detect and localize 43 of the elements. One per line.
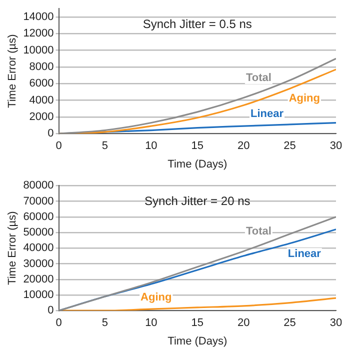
y-tick-label: 14000 (23, 10, 54, 23)
y-tick-label: 8000 (29, 60, 54, 73)
series-label: Linear (250, 108, 284, 120)
y-tick-label: 30000 (23, 258, 54, 270)
x-tick-label: 0 (56, 140, 62, 152)
y-axis-title: Time Error (µs) (6, 34, 19, 108)
y-tick-label: 0 (48, 128, 54, 140)
x-tick-label: 15 (191, 317, 204, 330)
x-axis-title: Time (Days) (168, 335, 228, 348)
y-tick-label: 12000 (23, 28, 54, 40)
series-label: Aging (140, 292, 172, 304)
y-tick-label: 6000 (29, 78, 54, 90)
x-tick-label: 0 (56, 317, 62, 330)
y-tick-label: 40000 (23, 242, 54, 254)
annotation: Synch Jitter = 20 ns (144, 194, 250, 208)
y-tick-label: 80000 (23, 180, 54, 192)
x-axis-title: Time (Days) (168, 158, 228, 170)
x-tick-label: 30 (330, 317, 342, 330)
y-tick-label: 10000 (23, 289, 54, 302)
y-tick-label: 4000 (29, 94, 54, 106)
x-tick-label: 5 (102, 317, 108, 330)
y-tick-label: 70000 (23, 195, 54, 208)
series-label: Linear (288, 248, 322, 260)
x-tick-label: 15 (191, 140, 204, 152)
y-tick-label: 0 (48, 304, 54, 317)
y-tick-label: 60000 (23, 210, 54, 223)
y-tick-label: 10000 (23, 44, 54, 56)
x-tick-label: 20 (237, 140, 250, 152)
annotation: Synch Jitter = 0.5 ns (142, 16, 252, 31)
series-label: Aging (288, 92, 320, 105)
y-tick-label: 20000 (23, 273, 54, 286)
x-tick-label: 5 (102, 140, 108, 152)
x-tick-label: 30 (330, 140, 342, 152)
y-tick-label: 2000 (29, 110, 54, 123)
y-tick-label: 50000 (23, 226, 54, 239)
series-label: Total (246, 226, 272, 238)
x-tick-label: 25 (284, 140, 296, 152)
x-tick-label: 10 (145, 317, 158, 330)
series-label: Total (246, 72, 272, 84)
x-tick-label: 20 (237, 317, 250, 330)
y-axis-title: Time Error (µs) (6, 211, 19, 285)
x-tick-label: 10 (145, 140, 158, 152)
x-tick-label: 25 (284, 317, 296, 330)
